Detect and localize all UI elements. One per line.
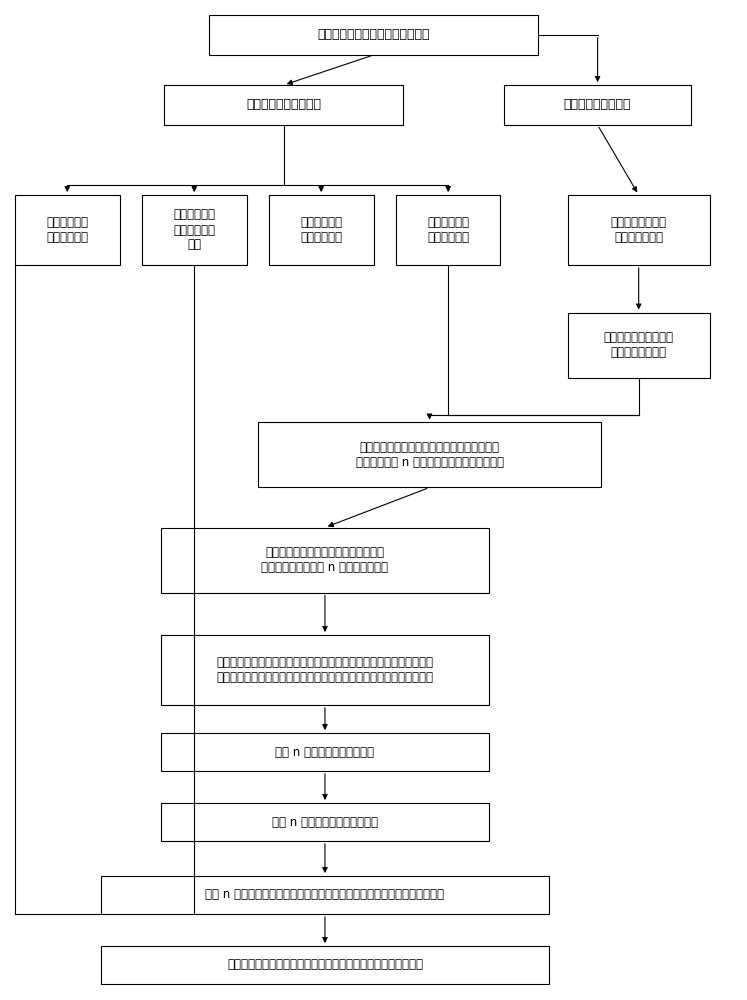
Text: 求得 n 条待选人工波时程曲线: 求得 n 条待选人工波时程曲线 [276, 746, 374, 758]
FancyBboxPatch shape [258, 422, 601, 487]
Text: 计算 n 条待选人工波的能量曲线: 计算 n 条待选人工波的能量曲线 [272, 816, 378, 828]
Text: 以初始人工波傅立叶幅值谱、目标波相
位谱为初始条件生成 n 组初始人工波。: 以初始人工波傅立叶幅值谱、目标波相 位谱为初始条件生成 n 组初始人工波。 [261, 546, 388, 574]
FancyBboxPatch shape [101, 946, 549, 984]
Text: 比较 n 条待选波与目标波的能量曲线间和时程曲线间的相关系数，进行优选: 比较 n 条待选波与目标波的能量曲线间和时程曲线间的相关系数，进行优选 [205, 888, 444, 902]
Text: 计算目标波的
傅立叶幅值谱: 计算目标波的 傅立叶幅值谱 [427, 216, 469, 244]
FancyBboxPatch shape [504, 85, 691, 125]
Text: 计算目标波的
傅立叶相位谱: 计算目标波的 傅立叶相位谱 [300, 216, 342, 244]
FancyBboxPatch shape [209, 15, 538, 55]
FancyBboxPatch shape [15, 195, 120, 265]
Text: 将目标波的幅值谱和由目标谱得到的近似幅值
谱线性组合得 n 组初始人工波的傅立叶幅值谱: 将目标波的幅值谱和由目标谱得到的近似幅值 谱线性组合得 n 组初始人工波的傅立叶… [356, 441, 503, 469]
FancyBboxPatch shape [101, 876, 549, 914]
FancyBboxPatch shape [142, 195, 247, 265]
FancyBboxPatch shape [161, 635, 489, 705]
FancyBboxPatch shape [161, 528, 489, 592]
Text: 基于与目标波能量曲线和时程曲线相关性的大小推荐人工地震波: 基于与目标波能量曲线和时程曲线相关性的大小推荐人工地震波 [227, 958, 423, 972]
Text: 选定楼层动力响应时程作为目标波: 选定楼层动力响应时程作为目标波 [317, 28, 430, 41]
Text: 按公式计算与目标谱对
应的傅立叶幅值谱: 按公式计算与目标谱对 应的傅立叶幅值谱 [604, 331, 674, 359]
FancyBboxPatch shape [161, 733, 489, 771]
Text: 基于不确定性人工
处理得到目标谱: 基于不确定性人工 处理得到目标谱 [611, 216, 666, 244]
FancyBboxPatch shape [568, 195, 710, 265]
Text: 计算目标波的反应谱: 计算目标波的反应谱 [564, 99, 631, 111]
FancyBboxPatch shape [396, 195, 500, 265]
FancyBboxPatch shape [269, 195, 374, 265]
FancyBboxPatch shape [568, 312, 710, 377]
Text: 分析目标波的波形特征: 分析目标波的波形特征 [247, 99, 321, 111]
Text: 计算目标波的
绝对值强度包
络线: 计算目标波的 绝对值强度包 络线 [173, 209, 215, 251]
FancyBboxPatch shape [164, 85, 403, 125]
Text: 基于目标谱对多条初始人工波进行反应谱迭代计算，直至计算反应谱与
目标谱偏差满足要求，这一过程中以目标波的强度包络线为控制条件。: 基于目标谱对多条初始人工波进行反应谱迭代计算，直至计算反应谱与 目标谱偏差满足要… [217, 656, 433, 684]
Text: 计算目标波的
能量分布曲线: 计算目标波的 能量分布曲线 [46, 216, 88, 244]
FancyBboxPatch shape [161, 803, 489, 841]
